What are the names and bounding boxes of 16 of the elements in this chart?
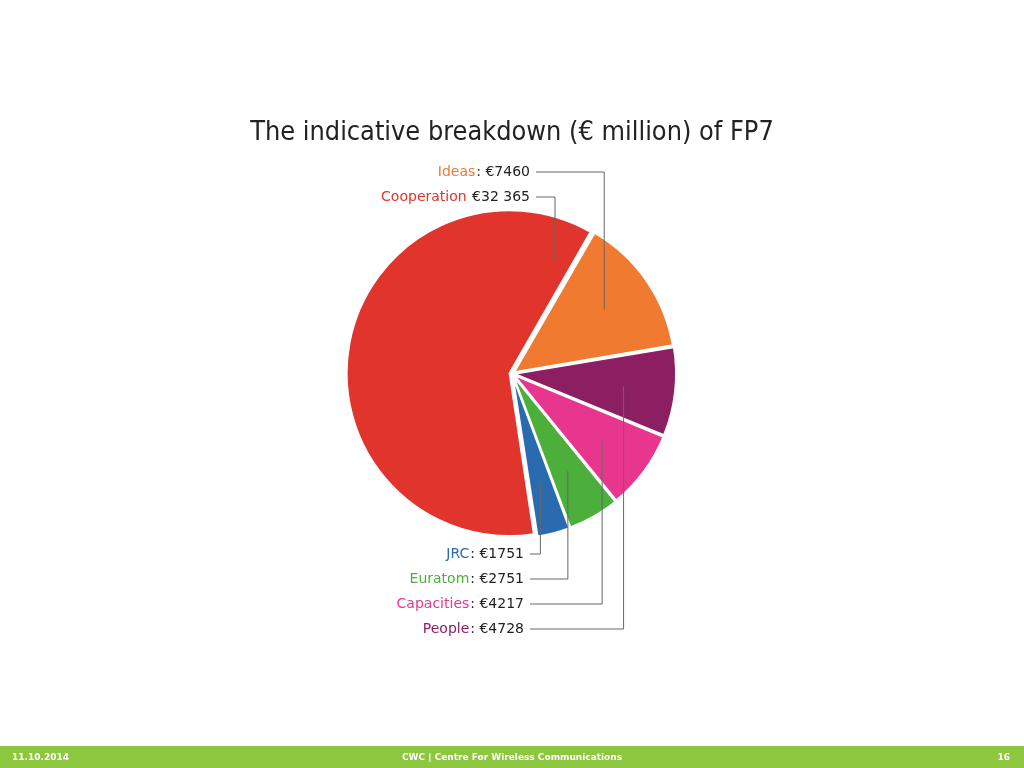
data-label: : €1751: [470, 544, 524, 561]
data-label: : €4217: [470, 594, 524, 611]
slice-label: Cooperation: [381, 187, 467, 204]
slice-label: JRC: [445, 544, 470, 561]
slice-label: Ideas: [437, 162, 476, 179]
data-label: : €2751: [470, 569, 524, 586]
slice-label: People: [422, 619, 470, 636]
slice-label: Euratom: [409, 569, 470, 586]
chart-title: The indicative breakdown (€ million) of FP7: [249, 116, 774, 147]
data-label: : €7460: [476, 162, 530, 179]
text: 16: [997, 752, 1010, 762]
text: 11.10.2014: [12, 752, 69, 762]
data-label: : €4728: [470, 619, 524, 636]
data-label: €32 365: [467, 187, 530, 204]
text: CWC | Centre For Wireless Communications: [401, 752, 623, 762]
slice-label: Capacities: [396, 594, 470, 611]
